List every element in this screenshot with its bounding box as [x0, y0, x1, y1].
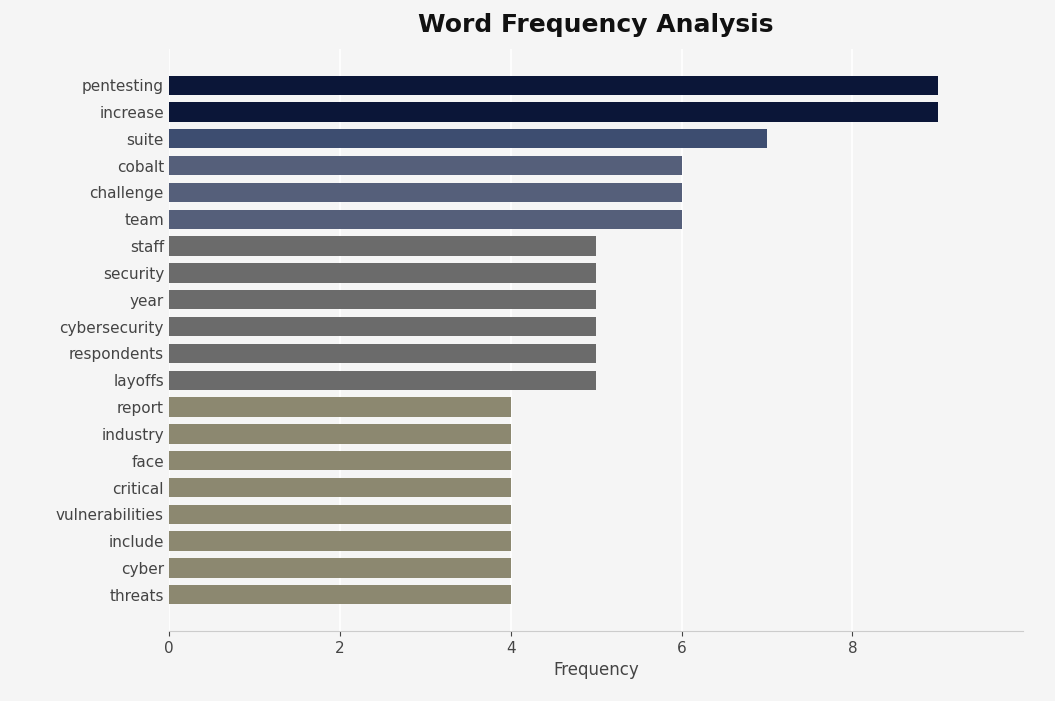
Title: Word Frequency Analysis: Word Frequency Analysis	[419, 13, 773, 37]
Bar	[169, 264, 596, 283]
Bar	[169, 424, 511, 444]
Bar	[169, 397, 511, 416]
Bar	[169, 343, 596, 363]
Bar	[169, 451, 511, 470]
Bar	[169, 478, 511, 497]
Bar	[169, 102, 938, 122]
Bar	[169, 317, 596, 336]
Bar	[169, 236, 596, 256]
Bar	[169, 76, 938, 95]
Bar	[169, 129, 767, 149]
Bar	[169, 371, 596, 390]
Bar	[169, 585, 511, 604]
Bar	[169, 210, 682, 229]
X-axis label: Frequency: Frequency	[553, 661, 639, 679]
Bar	[169, 156, 682, 175]
Bar	[169, 183, 682, 202]
Bar	[169, 558, 511, 578]
Bar	[169, 531, 511, 551]
Bar	[169, 505, 511, 524]
Bar	[169, 290, 596, 309]
